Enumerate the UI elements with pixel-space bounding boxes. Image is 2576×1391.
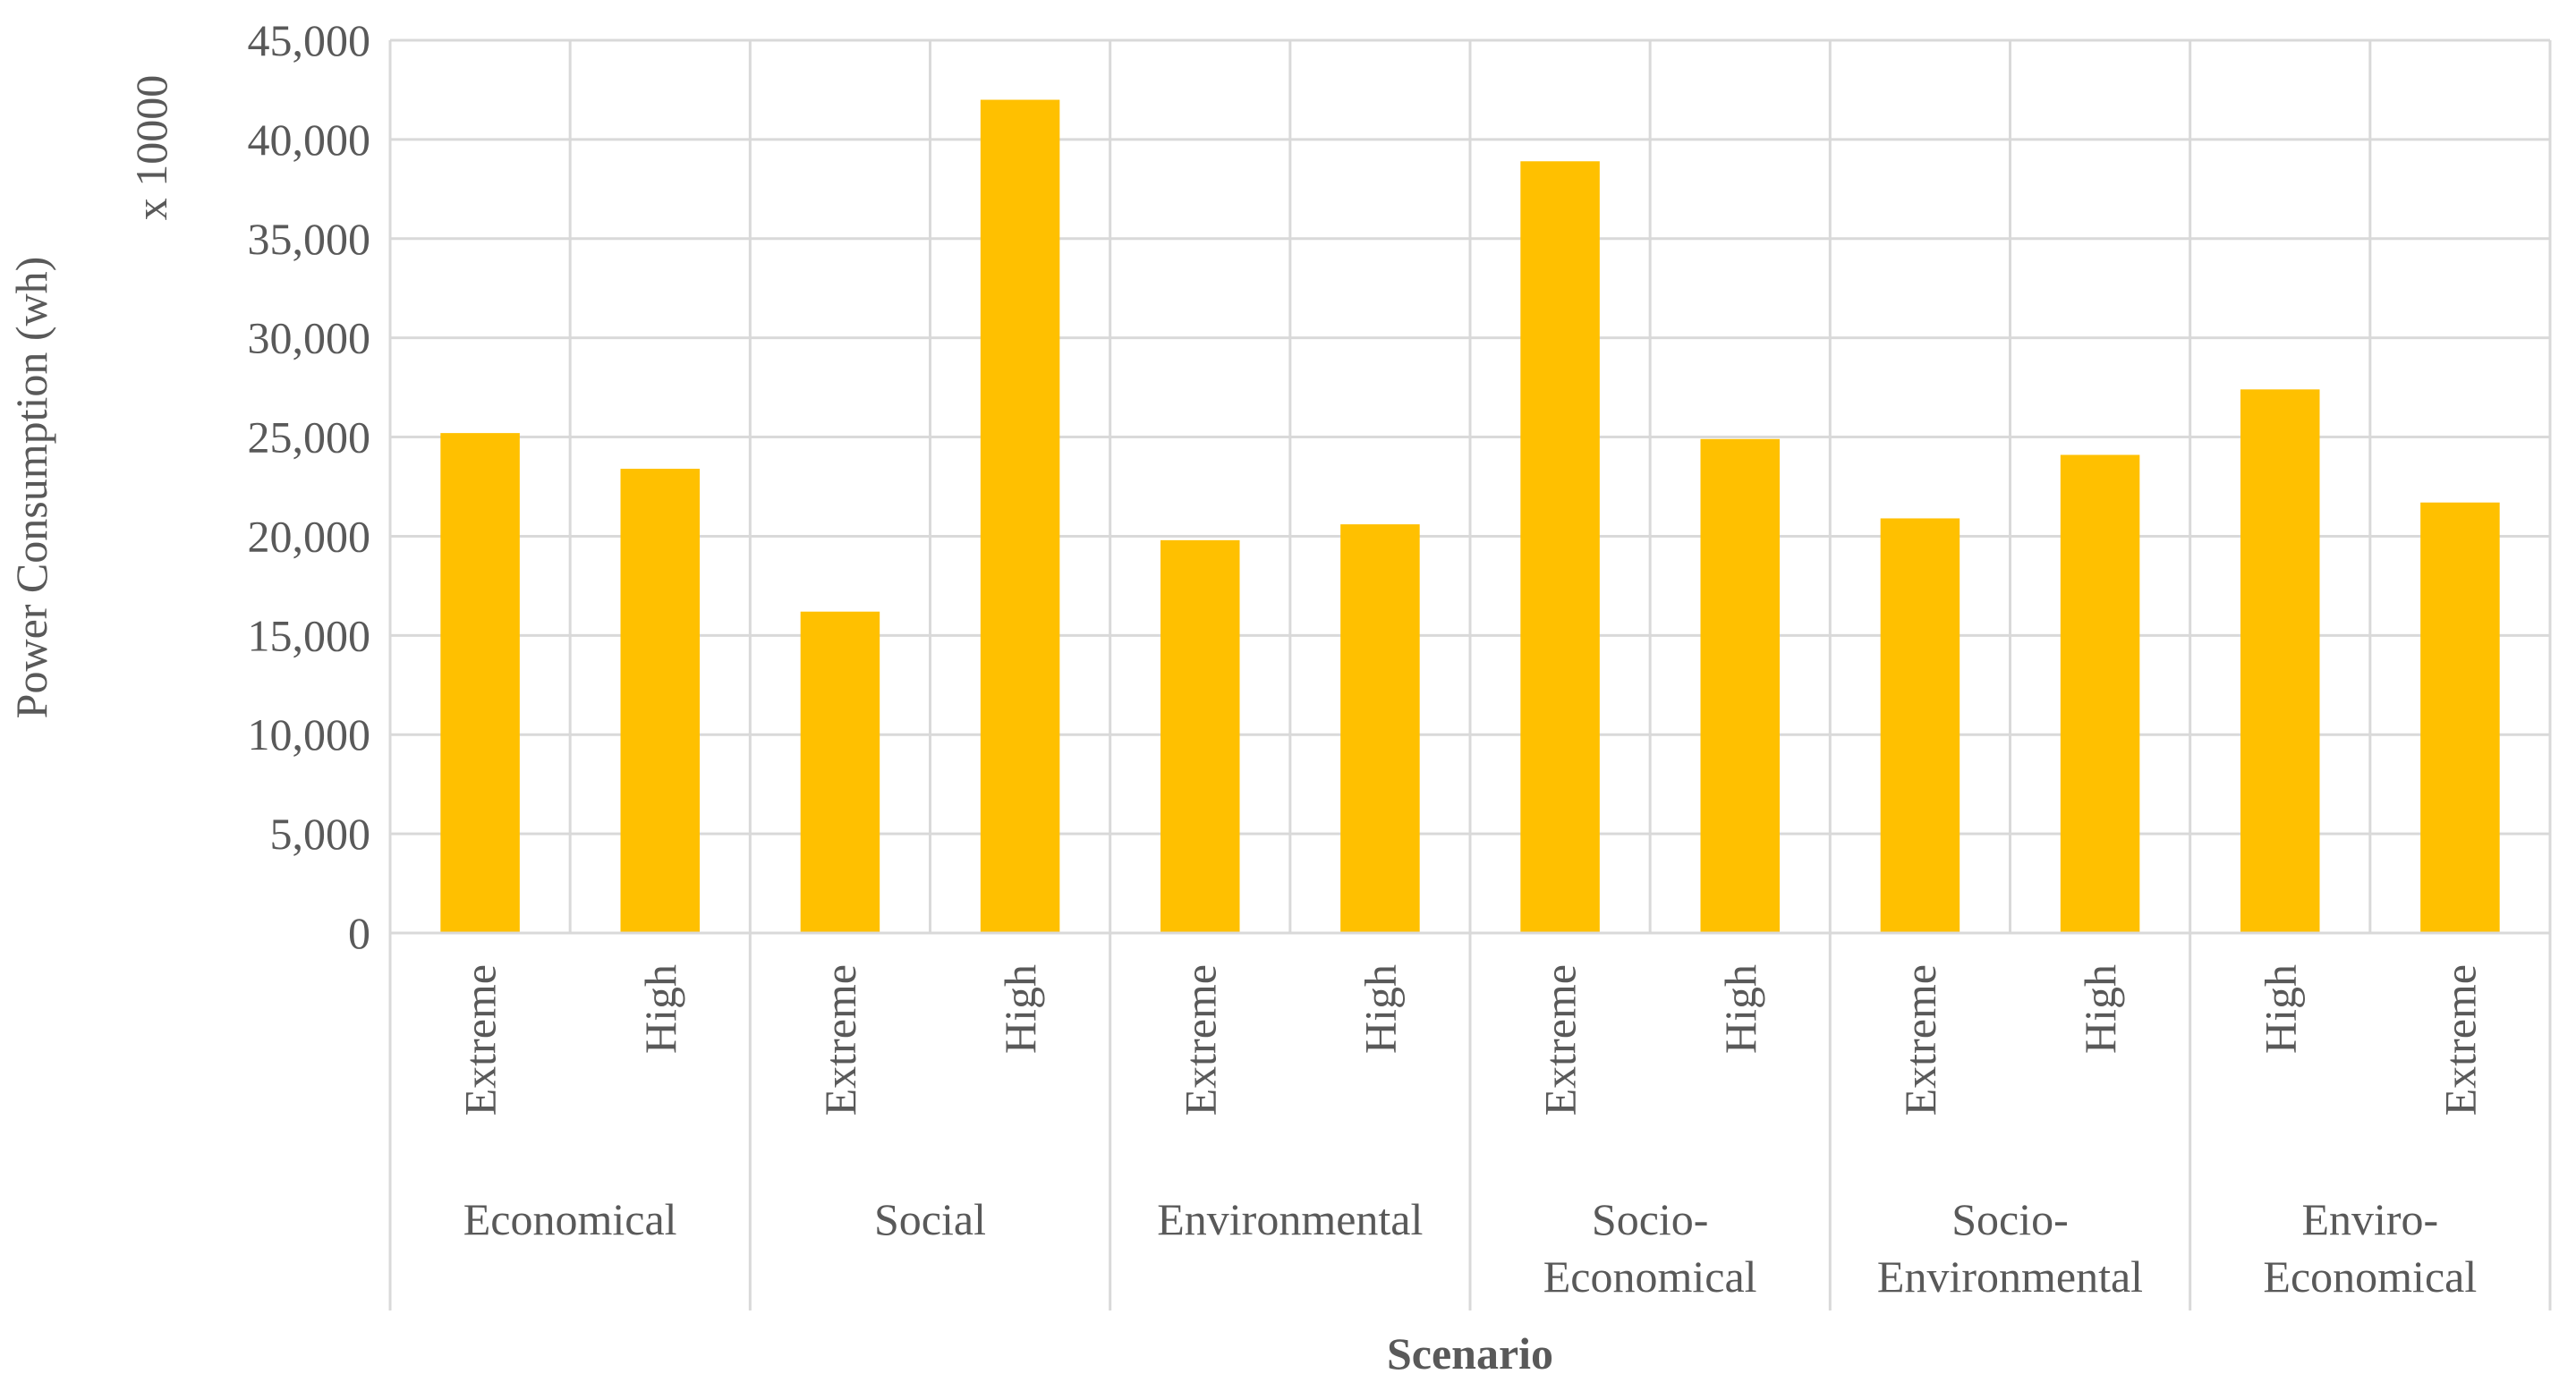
group-label: Environmental <box>1157 1194 1423 1244</box>
bar <box>1880 518 1960 933</box>
bar <box>1520 161 1600 934</box>
y-tick-label: 40,000 <box>248 115 371 165</box>
group-label: Social <box>874 1194 986 1244</box>
y-tick-label: 30,000 <box>248 313 371 363</box>
y-tick-label: 35,000 <box>248 214 371 264</box>
bar <box>2420 502 2500 933</box>
bar-category-label: High <box>2255 964 2305 1054</box>
y-tick-label: 45,000 <box>248 15 371 65</box>
group-label: Economical <box>2263 1251 2477 1302</box>
group-label: Economical <box>1543 1251 1757 1302</box>
y-tick-label: 10,000 <box>248 709 371 759</box>
axes <box>388 40 2552 1310</box>
group-label: Economical <box>463 1194 677 1244</box>
bar-category-label: High <box>995 964 1045 1054</box>
bar-category-label: High <box>2075 964 2125 1054</box>
bar-category-label: Extreme <box>1895 964 1945 1115</box>
bar <box>620 469 701 933</box>
x-axis-title: Scenario <box>1387 1328 1553 1378</box>
y-tick-label: 25,000 <box>248 412 371 462</box>
bar-category-label: Extreme <box>1175 964 1225 1115</box>
bar-category-label: Extreme <box>815 964 865 1115</box>
bar <box>1340 524 1420 933</box>
group-label: Socio- <box>1592 1194 1709 1244</box>
bar-category-label: Extreme <box>2435 964 2485 1115</box>
grid-lines <box>388 38 2552 935</box>
bar <box>1160 539 1240 933</box>
bar-category-label: High <box>1715 964 1765 1054</box>
bar <box>2060 454 2140 933</box>
y-tick-label: 15,000 <box>248 610 371 660</box>
group-label: Enviro- <box>2301 1194 2438 1244</box>
bar <box>1700 438 1781 934</box>
bars <box>440 99 2500 934</box>
y-tick-label: 20,000 <box>248 511 371 561</box>
bar-category-label: Extreme <box>1535 964 1586 1115</box>
labels: 0 5,000 10,000 15,000 20,000 25,000 30,000 35,0… <box>248 15 2486 1302</box>
bar-category-label: High <box>635 964 685 1054</box>
group-label: Socio- <box>1951 1194 2069 1244</box>
bar <box>800 611 880 933</box>
bar-category-label: High <box>1355 964 1405 1054</box>
y-axis-multiplier-label: x 10000 <box>126 75 176 221</box>
bar <box>2240 389 2320 934</box>
group-label: Environmental <box>1877 1251 2143 1302</box>
bar <box>980 99 1060 934</box>
y-tick-label: 0 <box>348 908 370 958</box>
y-tick-label: 5,000 <box>270 809 371 859</box>
bar-category-label: Extreme <box>455 964 506 1115</box>
y-axis-title: Power Consumption (wh) <box>6 257 56 719</box>
bar <box>440 433 520 933</box>
